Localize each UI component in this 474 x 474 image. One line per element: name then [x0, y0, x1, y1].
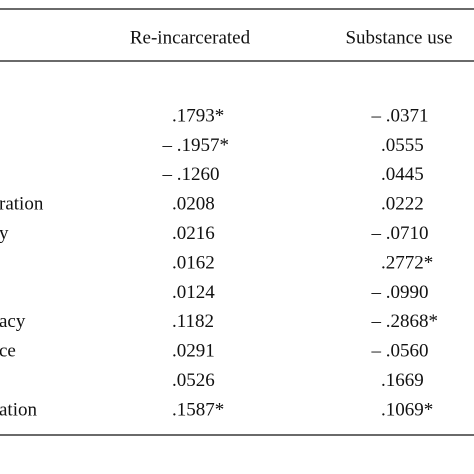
cell-value: .0162	[172, 252, 215, 273]
row-label: ation	[0, 399, 37, 420]
column-header: Substance use	[345, 27, 452, 48]
cell-value: .0208	[172, 194, 215, 215]
cell-value: – .1957*	[162, 135, 230, 156]
row-label: ce	[0, 341, 16, 362]
cell-value: .0445	[381, 164, 424, 185]
cell-value: – .0990	[371, 282, 429, 303]
cell-value: .1587*	[172, 399, 224, 420]
cell-value: .0216	[172, 223, 215, 244]
cell-value: .1182	[172, 311, 214, 332]
cell-value: .1069*	[381, 399, 433, 420]
cell-value: .0124	[172, 282, 215, 303]
cell-value: .0526	[172, 370, 215, 391]
cell-value: .1793*	[172, 105, 224, 126]
row-label: acy	[0, 311, 26, 332]
cell-value: – .0371	[371, 105, 429, 126]
cell-value: – .2868*	[371, 311, 439, 332]
row-label: ration	[0, 194, 44, 215]
cell-value: .1669	[381, 370, 424, 391]
cell-value: .2772*	[381, 252, 433, 273]
cell-value: .0555	[381, 135, 424, 156]
cell-value: .0291	[172, 341, 215, 362]
cell-value: .0222	[381, 194, 424, 215]
cell-value: – .0560	[371, 341, 429, 362]
cell-value: – .1260	[162, 164, 220, 185]
column-header: Re-incarcerated	[130, 27, 251, 48]
row-label: y	[0, 223, 9, 244]
cell-value: – .0710	[371, 223, 429, 244]
